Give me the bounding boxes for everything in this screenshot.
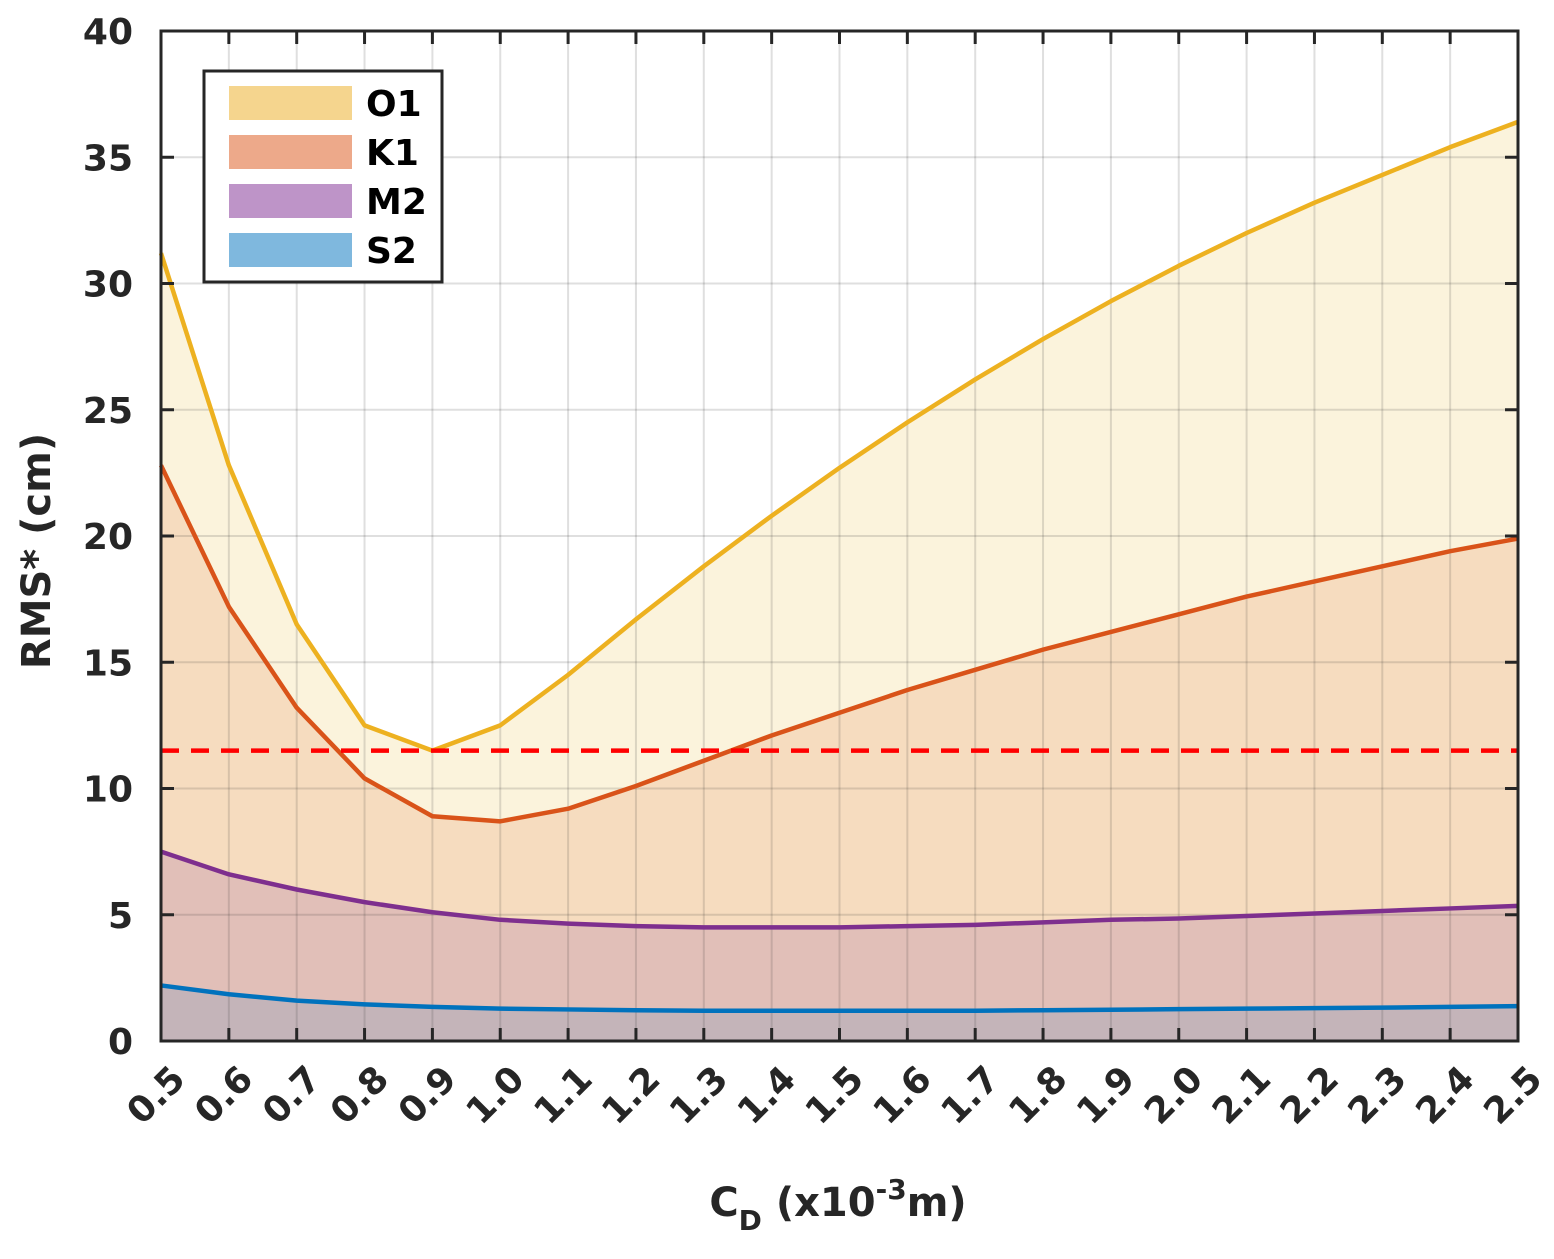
x-axis-label-subscript: D xyxy=(739,1204,762,1237)
legend-label-s2: S2 xyxy=(366,231,417,272)
series-fills xyxy=(161,121,1518,1041)
legend-label-m2: M2 xyxy=(366,182,427,223)
legend-swatch-k1 xyxy=(229,135,352,169)
line-o1 xyxy=(158,119,1519,753)
area-s2 xyxy=(161,985,1518,1041)
legend: O1 K1 M2 S2 xyxy=(202,69,444,284)
y-tick-labels: 0 5 10 15 20 25 30 35 40 xyxy=(83,12,133,1063)
y-tick-label: 5 xyxy=(108,896,133,937)
y-tick-label: 10 xyxy=(83,770,133,811)
y-tick-label: 20 xyxy=(83,517,133,558)
legend-swatch-o1 xyxy=(229,86,352,120)
y-tick-label: 0 xyxy=(108,1022,133,1063)
x-axis-label-paren: (x10 xyxy=(762,1180,876,1226)
line-m2 xyxy=(160,849,1519,930)
area-k1 xyxy=(161,465,1518,1041)
series-lines xyxy=(158,119,1519,1013)
x-axis-label: CD (x10-3m) xyxy=(709,1173,966,1237)
legend-swatch-m2 xyxy=(229,184,352,218)
y-tick-label: 35 xyxy=(83,138,133,179)
legend-label-o1: O1 xyxy=(366,84,422,125)
x-axis-label-unit: m) xyxy=(907,1180,967,1226)
x-axis-label-base: C xyxy=(709,1180,738,1226)
area-m2 xyxy=(161,851,1518,1041)
line-k1 xyxy=(158,464,1519,824)
x-axis-label-superscript: -3 xyxy=(876,1173,907,1206)
y-axis-label: RMS* (cm) xyxy=(14,433,60,669)
axes xyxy=(159,29,1520,1043)
y-tick-label: 40 xyxy=(83,12,133,53)
y-tick-label: 15 xyxy=(83,643,133,684)
y-tick-label: 30 xyxy=(83,265,133,306)
line-s2 xyxy=(160,983,1519,1013)
legend-label-k1: K1 xyxy=(366,133,419,174)
legend-swatch-s2 xyxy=(229,233,352,267)
y-tick-label: 25 xyxy=(83,391,133,432)
